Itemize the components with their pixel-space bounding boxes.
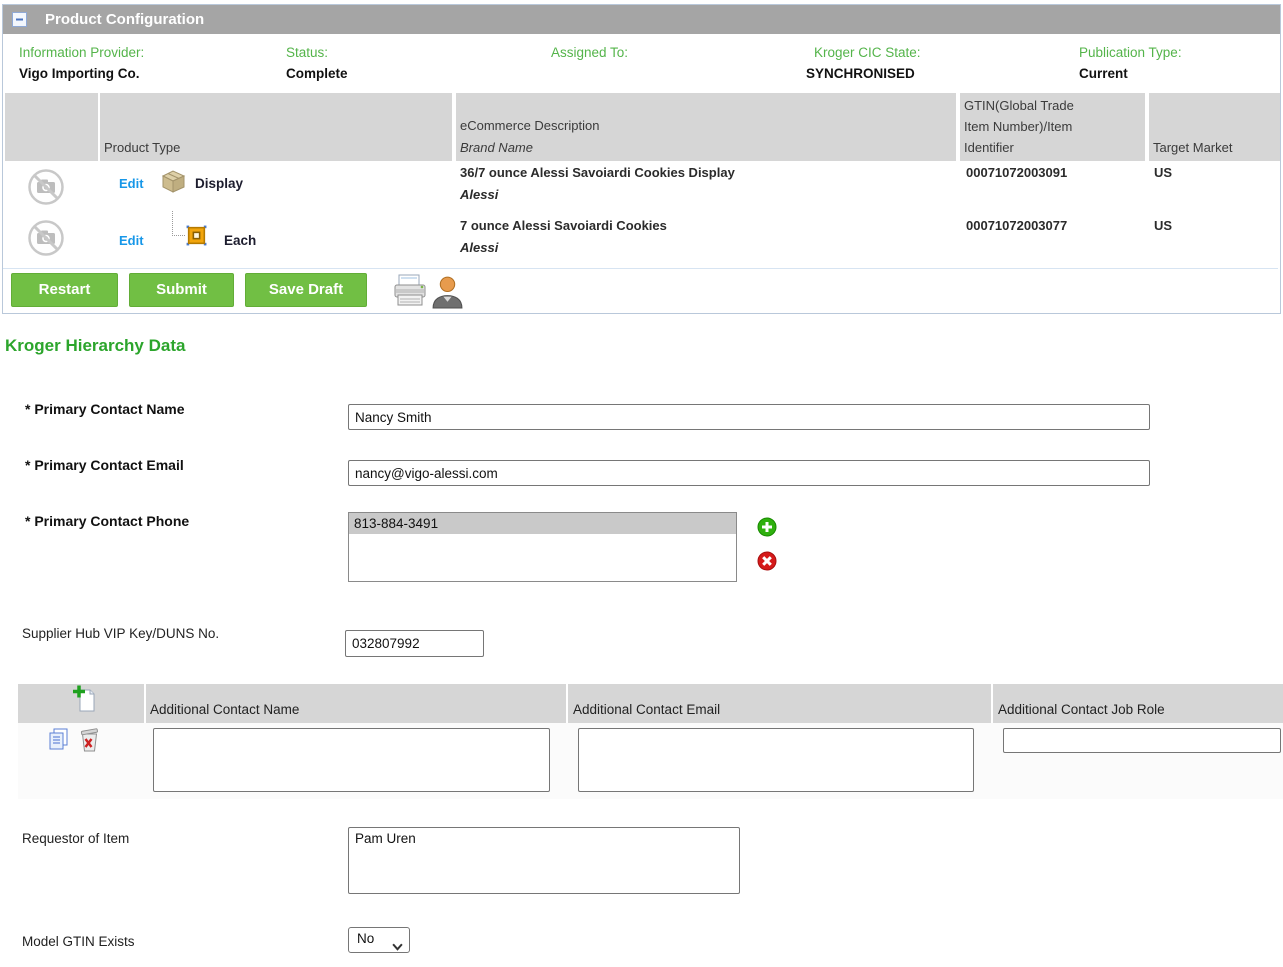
chevron-down-icon xyxy=(392,938,403,956)
remove-phone-button[interactable] xyxy=(757,551,777,571)
info-provider-value: Vigo Importing Co. xyxy=(19,66,140,81)
edit-link-row2[interactable]: Edit xyxy=(119,233,144,248)
description-row1: 36/7 ounce Alessi Savoiardi Cookies Disp… xyxy=(460,165,735,180)
additional-name-textarea[interactable] xyxy=(153,728,550,792)
header-cell-description xyxy=(456,93,956,161)
brand-row1: Alessi xyxy=(460,187,499,202)
info-status-label: Status: xyxy=(286,45,329,60)
primary-contact-name-input[interactable] xyxy=(348,404,1150,430)
model-gtin-label: Model GTIN Exists xyxy=(22,934,135,949)
product-type-row2: Each xyxy=(224,233,257,248)
gtin-header-line2: Item Number)/Item xyxy=(964,119,1073,134)
primary-contact-name-label: * Primary Contact Name xyxy=(25,401,185,417)
panel-title: Product Configuration xyxy=(45,11,205,28)
model-gtin-selected-value: No xyxy=(357,931,375,946)
info-assigned-label: Assigned To: xyxy=(551,45,629,60)
additional-email-header: Additional Contact Email xyxy=(573,702,721,717)
panel-title-bar: Product Configuration xyxy=(3,5,1280,34)
print-button[interactable] xyxy=(391,273,429,314)
primary-contact-email-input[interactable] xyxy=(348,460,1150,486)
section-heading: Kroger Hierarchy Data xyxy=(5,336,186,355)
product-type-row1: Display xyxy=(195,176,244,191)
additional-job-input[interactable] xyxy=(1003,728,1281,753)
phone-list-option[interactable]: 813-884-3491 xyxy=(349,513,736,534)
info-status-value: Complete xyxy=(286,66,348,81)
minus-icon xyxy=(12,12,27,27)
additional-name-header: Additional Contact Name xyxy=(150,702,300,717)
target-market-row1: US xyxy=(1154,165,1173,180)
requestor-label: Requestor of Item xyxy=(22,831,130,846)
copy-row-button[interactable] xyxy=(47,727,71,756)
header-cell-gtin xyxy=(960,93,1145,161)
supplier-hub-input[interactable] xyxy=(345,630,484,657)
header-cell-product-type xyxy=(100,93,452,161)
brand-row2: Alessi xyxy=(460,240,499,255)
additional-header-email-cell xyxy=(568,684,991,723)
info-pub-type-label: Publication Type: xyxy=(1079,45,1182,60)
printer-icon xyxy=(394,274,426,306)
model-gtin-select[interactable]: No xyxy=(348,927,410,953)
requestor-textarea[interactable]: Pam Uren xyxy=(348,827,740,894)
info-provider-label: Information Provider: xyxy=(19,45,145,60)
no-photo-icon xyxy=(27,168,65,211)
plus-circle-icon xyxy=(757,517,777,537)
description-row2: 7 ounce Alessi Savoiardi Cookies xyxy=(460,218,667,233)
additional-job-header: Additional Contact Job Role xyxy=(998,702,1165,717)
target-market-row2: US xyxy=(1154,218,1173,233)
add-page-icon xyxy=(73,685,95,712)
description-header-line2: Brand Name xyxy=(460,140,533,155)
toolbar-divider xyxy=(3,268,1278,269)
add-row-button[interactable] xyxy=(72,684,96,717)
primary-contact-phone-label: * Primary Contact Phone xyxy=(25,513,190,529)
submit-button[interactable]: Submit xyxy=(129,273,234,307)
product-configuration-panel: Product Configuration Information Provid… xyxy=(2,4,1281,314)
edit-link-row1[interactable]: Edit xyxy=(119,176,144,191)
info-pub-type-value: Current xyxy=(1079,66,1128,81)
person-icon xyxy=(432,276,463,309)
additional-header-name-cell xyxy=(146,684,566,723)
supplier-hub-label: Supplier Hub VIP Key/DUNS No. xyxy=(22,626,220,641)
additional-email-textarea[interactable] xyxy=(578,728,974,792)
collapse-button[interactable] xyxy=(12,12,27,27)
product-type-header: Product Type xyxy=(104,140,181,155)
restart-button[interactable]: Restart xyxy=(11,273,118,307)
info-cic-state-value: SYNCHRONISED xyxy=(806,66,915,81)
additional-header-job-cell xyxy=(993,684,1283,723)
tree-connector xyxy=(172,211,185,236)
gtin-row2: 00071072003077 xyxy=(966,218,1068,233)
trash-delete-icon xyxy=(80,728,98,752)
gtin-header-line1: GTIN(Global Trade xyxy=(964,98,1074,113)
description-header-line1: eCommerce Description xyxy=(460,118,600,133)
phone-listbox[interactable]: 813-884-3491 xyxy=(348,512,737,582)
info-cic-state-label: Kroger CIC State: xyxy=(814,45,921,60)
x-circle-icon xyxy=(757,551,777,571)
gtin-header-line3: Identifier xyxy=(964,140,1014,155)
gtin-row1: 00071072003091 xyxy=(966,165,1068,180)
carton-box-icon xyxy=(160,169,187,198)
copy-icon xyxy=(49,728,68,750)
target-market-header: Target Market xyxy=(1153,140,1233,155)
no-photo-icon xyxy=(27,219,65,262)
primary-contact-email-label: * Primary Contact Email xyxy=(25,457,184,473)
header-cell-target-market xyxy=(1149,93,1280,161)
header-cell-image xyxy=(5,93,98,161)
delete-row-button[interactable] xyxy=(77,726,102,758)
save-draft-button[interactable]: Save Draft xyxy=(245,273,367,307)
user-button[interactable] xyxy=(431,274,464,314)
add-phone-button[interactable] xyxy=(757,517,777,537)
each-unit-icon xyxy=(185,224,208,252)
